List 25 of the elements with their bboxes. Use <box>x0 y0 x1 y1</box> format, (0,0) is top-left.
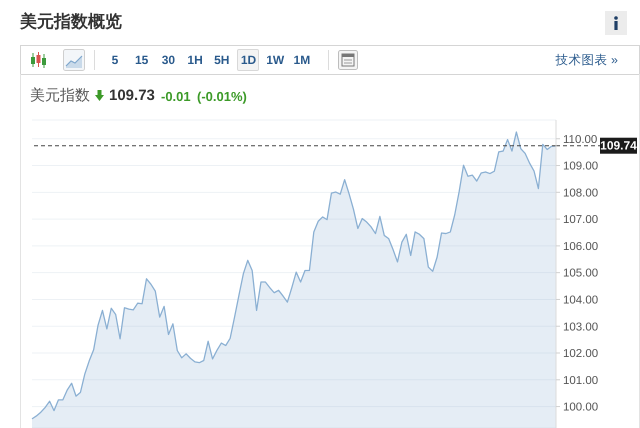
y-tick-label: 108.00 <box>563 187 598 200</box>
text: 技术图表 » <box>556 53 618 67</box>
text: 1D <box>240 53 256 67</box>
text: 5 <box>112 53 118 67</box>
y-tick-label: 103.00 <box>563 321 598 334</box>
y-tick-label: 100.00 <box>563 402 598 414</box>
y-tick-label: 109.00 <box>563 160 598 173</box>
text: -0.01 <box>161 89 191 104</box>
y-tick-label: 101.00 <box>563 374 598 387</box>
y-tick-label: 107.00 <box>563 214 598 226</box>
text: (-0.01%) <box>197 89 247 104</box>
text: 30 <box>162 53 176 67</box>
y-tick-label: 110.00 <box>563 134 598 146</box>
y-tick-label: 106.00 <box>563 240 598 253</box>
text: 1M <box>294 53 310 67</box>
text: 1W <box>266 53 284 67</box>
chart-subtitle: 美元指数 <box>30 87 90 104</box>
y-tick-label: 102.00 <box>563 348 598 360</box>
text: 1H <box>187 53 203 67</box>
y-tick-label: 105.00 <box>563 268 598 280</box>
text: 15 <box>135 53 148 67</box>
text: 109.73 <box>109 87 155 104</box>
text: 5H <box>214 53 230 67</box>
chart-title: 美元指数概览 <box>20 12 122 31</box>
y-tick-label: 104.00 <box>563 294 598 307</box>
